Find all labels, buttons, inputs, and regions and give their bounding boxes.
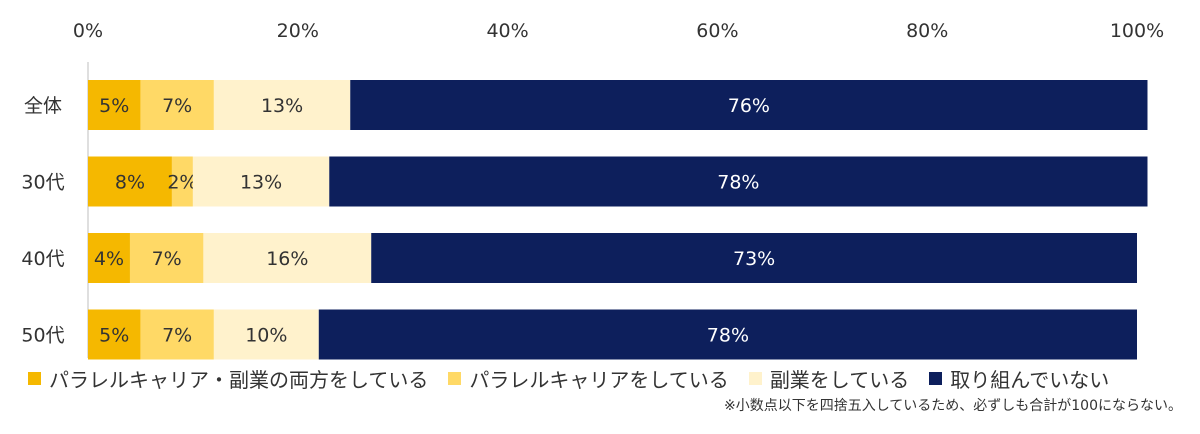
legend-label: パラレルキャリア・副業の両方をしている [49,368,429,392]
bar-segment [213,309,319,360]
bar-segment [329,156,1148,207]
x-tick-label: 80% [906,20,948,42]
bar-segment [88,80,141,130]
data-label: 13% [261,95,303,117]
legend-swatch [448,372,462,385]
data-label: 5% [99,95,129,117]
data-label: 13% [240,172,282,194]
footnote: ※小数点以下を四捨五入しているため、必ずしも合計が100にならない。 [723,398,1182,414]
category-label: 全体 [24,95,62,117]
x-tick-label: 20% [277,20,319,42]
bar-segment [88,156,172,207]
legend-swatch [929,372,943,385]
legend-label: 取り組んでいない [950,368,1110,392]
data-label: 73% [733,248,775,270]
category-label: 50代 [21,325,64,347]
data-label: 78% [717,172,759,194]
x-tick-label: 60% [696,20,738,42]
legend-label: パラレルキャリアをしている [469,368,729,392]
bar-segment [371,233,1138,283]
x-tick-label: 100% [1110,20,1164,42]
bar-segment [203,233,372,283]
legend-item: 取り組んでいない [929,364,1109,393]
data-label: 7% [152,248,182,270]
x-tick-label: 0% [73,20,103,42]
bar-segment [171,156,193,207]
legend-swatch [28,372,41,385]
data-label: 78% [707,325,749,347]
data-label: 76% [728,95,770,117]
legend: パラレルキャリア・副業の両方をしている パラレルキャリアをしている 副業をしている 取… [28,364,1129,393]
bar-segment [140,309,214,360]
data-label: 10% [245,325,287,347]
bar-segment [318,309,1137,360]
data-label: 5% [99,325,129,347]
legend-item: パラレルキャリア・副業の両方をしている [28,364,428,393]
data-label: 16% [266,248,308,270]
bar-segment [88,233,130,283]
legend-swatch [748,372,762,385]
bar-segment [350,80,1148,130]
data-label: 2% [167,172,197,194]
category-label: 40代 [21,248,64,270]
bar-segment [140,80,214,130]
legend-item: パラレルキャリアをしている [448,364,729,393]
x-tick-label: 40% [486,20,528,42]
legend-label: 副業をしている [769,368,910,392]
data-label: 8% [115,172,145,194]
bar-segment [192,156,330,207]
data-label: 7% [162,325,192,347]
data-label: 7% [162,95,192,117]
data-label: 4% [94,248,124,270]
bar-segment [213,80,351,130]
bar-segment [88,309,141,360]
bar-segment [129,233,204,283]
category-label: 30代 [21,172,64,194]
legend-item: 副業をしている [748,364,910,393]
